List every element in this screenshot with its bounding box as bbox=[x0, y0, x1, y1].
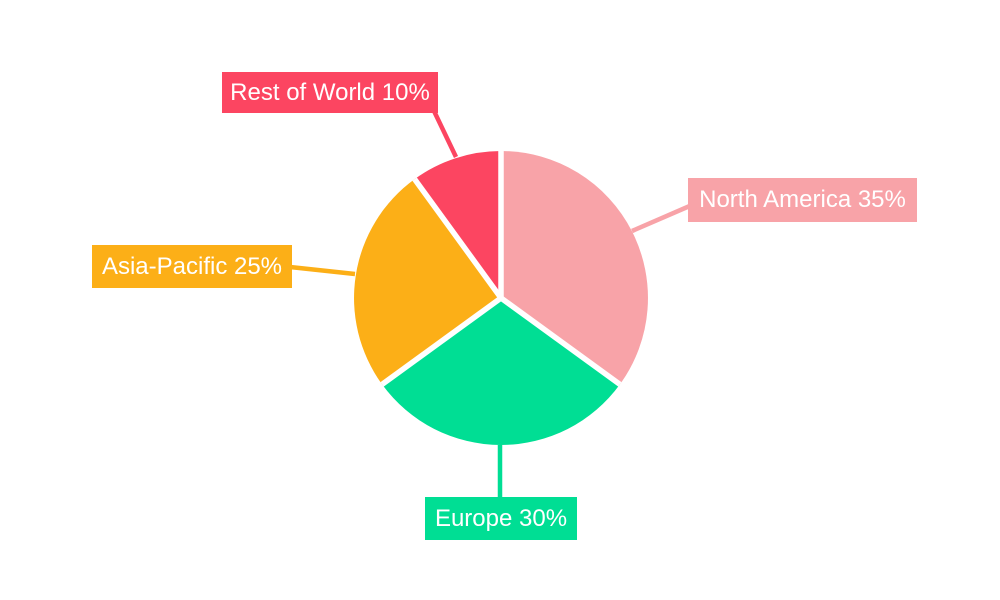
leader-line-north-america bbox=[631, 202, 693, 234]
leader-line-asia-pacific bbox=[289, 264, 356, 277]
slice-label-europe: Europe 30% bbox=[425, 497, 577, 540]
slice-label-text: Europe 30% bbox=[434, 504, 568, 532]
slice-label-north-america: North America 35% bbox=[688, 178, 917, 222]
slice-label-rest-of-world: Rest of World 10% bbox=[222, 72, 438, 113]
pie-slice-asia-pacific[interactable] bbox=[354, 179, 501, 385]
slice-label-asia-pacific: Asia-Pacific 25% bbox=[92, 245, 292, 288]
slice-label-text: North America 35% bbox=[699, 186, 906, 213]
pie-slice-europe[interactable] bbox=[382, 298, 620, 445]
slice-separator bbox=[380, 295, 503, 387]
leader-line-rest-of-world bbox=[431, 110, 459, 158]
slice-separator bbox=[412, 177, 504, 300]
pie-slice-north-america[interactable] bbox=[501, 151, 648, 385]
pie-slice-rest-of-world[interactable] bbox=[414, 151, 501, 298]
slice-label-text: Asia-Pacific 25% bbox=[101, 252, 283, 280]
slice-separator bbox=[499, 295, 622, 387]
slice-label-text: Rest of World 10% bbox=[230, 78, 430, 106]
